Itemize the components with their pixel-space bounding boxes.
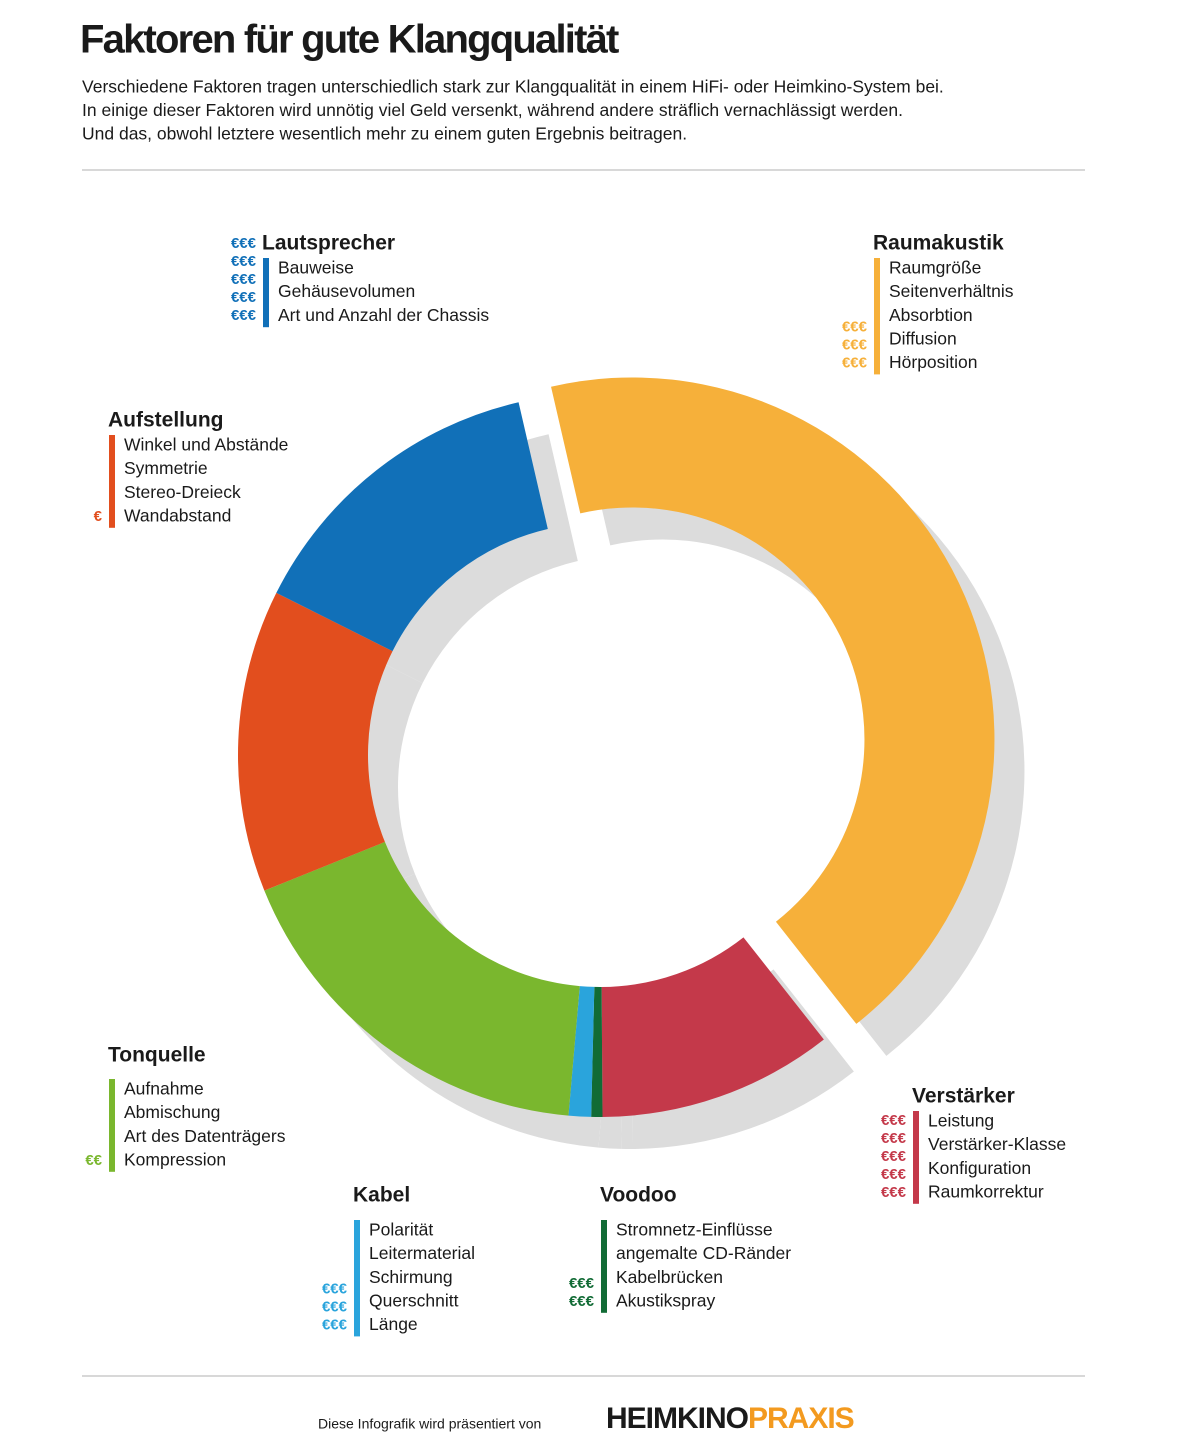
- cost: €€: [85, 1152, 102, 1169]
- group-title: Lautsprecher: [262, 232, 395, 255]
- group-title: Kabel: [353, 1184, 410, 1207]
- cost: €€€: [231, 289, 257, 306]
- item: Leistung: [928, 1111, 994, 1131]
- cost: €€€: [322, 1298, 348, 1315]
- item: Leitermaterial: [369, 1243, 475, 1263]
- cost: €€€: [881, 1166, 907, 1183]
- cost: €€€: [231, 253, 257, 270]
- item: Stereo-Dreieck: [124, 482, 241, 502]
- item: Gehäusevolumen: [278, 281, 415, 301]
- item: Querschnitt: [369, 1290, 459, 1310]
- group-bar: [601, 1220, 607, 1313]
- subtitle: Verschiedene Faktoren tragen unterschied…: [82, 77, 944, 144]
- item: Akustikspray: [616, 1290, 715, 1310]
- labels: Raumakustik Raumgröße Seitenverhältnis Abso…: [85, 232, 1066, 1337]
- cost: €€€: [881, 1184, 907, 1201]
- item: Diffusion: [889, 328, 957, 348]
- segment: [601, 937, 824, 1117]
- subtitle-line: Und das, obwohl letztere wesentlich mehr…: [82, 124, 687, 144]
- item: Art und Anzahl der Chassis: [278, 305, 489, 325]
- item: Schirmung: [369, 1267, 453, 1287]
- group-bar: [874, 258, 880, 375]
- footer-text: Diese Infografik wird präsentiert von: [318, 1416, 541, 1432]
- item: Hörposition: [889, 352, 978, 372]
- item: Polarität: [369, 1220, 433, 1240]
- cost: €€€: [231, 307, 257, 324]
- item: Kompression: [124, 1149, 226, 1169]
- donut: [238, 377, 995, 1117]
- cost: €€€: [881, 1112, 907, 1129]
- logo-part: HEIMKINO: [606, 1402, 749, 1435]
- group-title: Aufstellung: [108, 409, 224, 432]
- item: Absorbtion: [889, 305, 973, 325]
- cost: €€€: [569, 1293, 595, 1310]
- group-title: Raumakustik: [873, 232, 1004, 255]
- segment: [591, 986, 603, 1117]
- item: Abmischung: [124, 1102, 220, 1122]
- group-title: Tonquelle: [108, 1044, 206, 1067]
- item: Bauweise: [278, 258, 354, 278]
- item: Verstärker-Klasse: [928, 1134, 1066, 1154]
- group-title: Voodoo: [600, 1184, 677, 1207]
- cost: €€€: [322, 1316, 348, 1333]
- item: Symmetrie: [124, 458, 208, 478]
- item: Konfiguration: [928, 1158, 1031, 1178]
- cost: €€€: [569, 1275, 595, 1292]
- item: Aufnahme: [124, 1079, 204, 1099]
- item: Raumkorrektur: [928, 1181, 1044, 1201]
- item: Kabelbrücken: [616, 1267, 723, 1287]
- segment: [264, 841, 580, 1116]
- logo: HEIMKINOPRAXIS: [606, 1402, 854, 1435]
- logo-part: PRAXIS: [748, 1402, 854, 1435]
- segment: [551, 377, 995, 1024]
- cost: €€€: [231, 271, 257, 288]
- group-title: Verstärker: [912, 1085, 1015, 1108]
- item: Winkel und Abstände: [124, 435, 288, 455]
- group-bar: [109, 1079, 115, 1172]
- item: Seitenverhältnis: [889, 281, 1014, 301]
- segment: [238, 592, 393, 891]
- cost: €€€: [881, 1148, 907, 1165]
- item: Stromnetz-Einflüsse: [616, 1220, 773, 1240]
- cost: €€€: [842, 318, 868, 335]
- item: Wandabstand: [124, 505, 231, 525]
- title: Faktoren für gute Klangqualität: [80, 18, 619, 62]
- cost: €€€: [842, 336, 868, 353]
- cost: €: [94, 508, 103, 525]
- cost: €€€: [231, 235, 257, 252]
- segment: [568, 986, 595, 1117]
- item: Raumgröße: [889, 258, 981, 278]
- segment: [276, 402, 548, 652]
- group-bar: [913, 1111, 919, 1204]
- subtitle-line: Verschiedene Faktoren tragen unterschied…: [82, 77, 944, 97]
- item: angemalte CD-Ränder: [616, 1243, 791, 1263]
- item: Art des Datenträgers: [124, 1126, 286, 1146]
- group-bar: [263, 258, 269, 328]
- subtitle-line: In einige dieser Faktoren wird unnötig v…: [82, 100, 903, 120]
- item: Länge: [369, 1314, 418, 1334]
- cost: €€€: [881, 1130, 907, 1147]
- group-bar: [109, 435, 115, 528]
- group-bar: [354, 1220, 360, 1337]
- cost: €€€: [842, 354, 868, 371]
- cost: €€€: [322, 1280, 348, 1297]
